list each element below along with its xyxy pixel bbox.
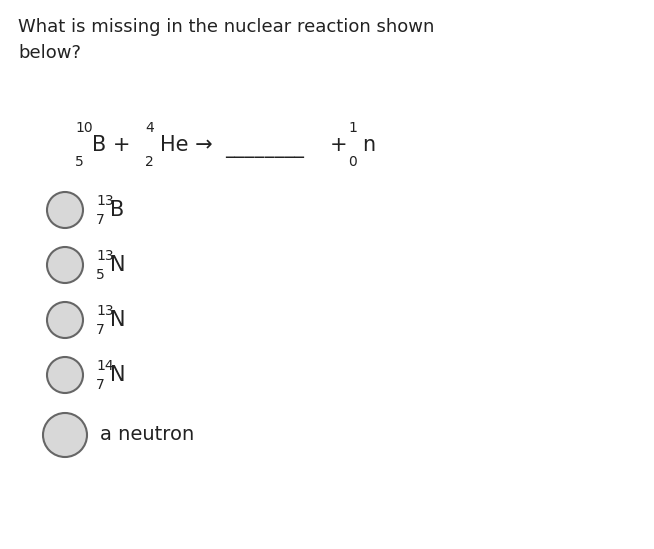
- Text: 2: 2: [145, 155, 154, 169]
- Circle shape: [47, 192, 83, 228]
- Circle shape: [43, 413, 87, 457]
- Text: 4: 4: [145, 121, 154, 135]
- Text: 14: 14: [96, 359, 114, 373]
- Text: 7: 7: [96, 378, 105, 392]
- Text: B: B: [110, 200, 124, 220]
- Text: He →: He →: [160, 135, 213, 155]
- Text: n: n: [362, 135, 375, 155]
- Text: ________: ________: [225, 138, 304, 158]
- Text: 5: 5: [75, 155, 84, 169]
- Text: 13: 13: [96, 194, 114, 208]
- Text: a neutron: a neutron: [100, 425, 194, 445]
- Text: 13: 13: [96, 249, 114, 263]
- Text: +: +: [330, 135, 348, 155]
- Text: What is missing in the nuclear reaction shown
below?: What is missing in the nuclear reaction …: [18, 18, 434, 63]
- Text: 5: 5: [96, 268, 105, 282]
- Text: B +: B +: [92, 135, 131, 155]
- Circle shape: [47, 247, 83, 283]
- Text: 1: 1: [348, 121, 357, 135]
- Text: 13: 13: [96, 304, 114, 318]
- Text: 7: 7: [96, 213, 105, 227]
- Text: N: N: [110, 365, 126, 385]
- Text: N: N: [110, 255, 126, 275]
- Text: 7: 7: [96, 323, 105, 337]
- Text: 10: 10: [75, 121, 93, 135]
- Text: 0: 0: [348, 155, 356, 169]
- Text: N: N: [110, 310, 126, 330]
- Circle shape: [47, 357, 83, 393]
- Circle shape: [47, 302, 83, 338]
